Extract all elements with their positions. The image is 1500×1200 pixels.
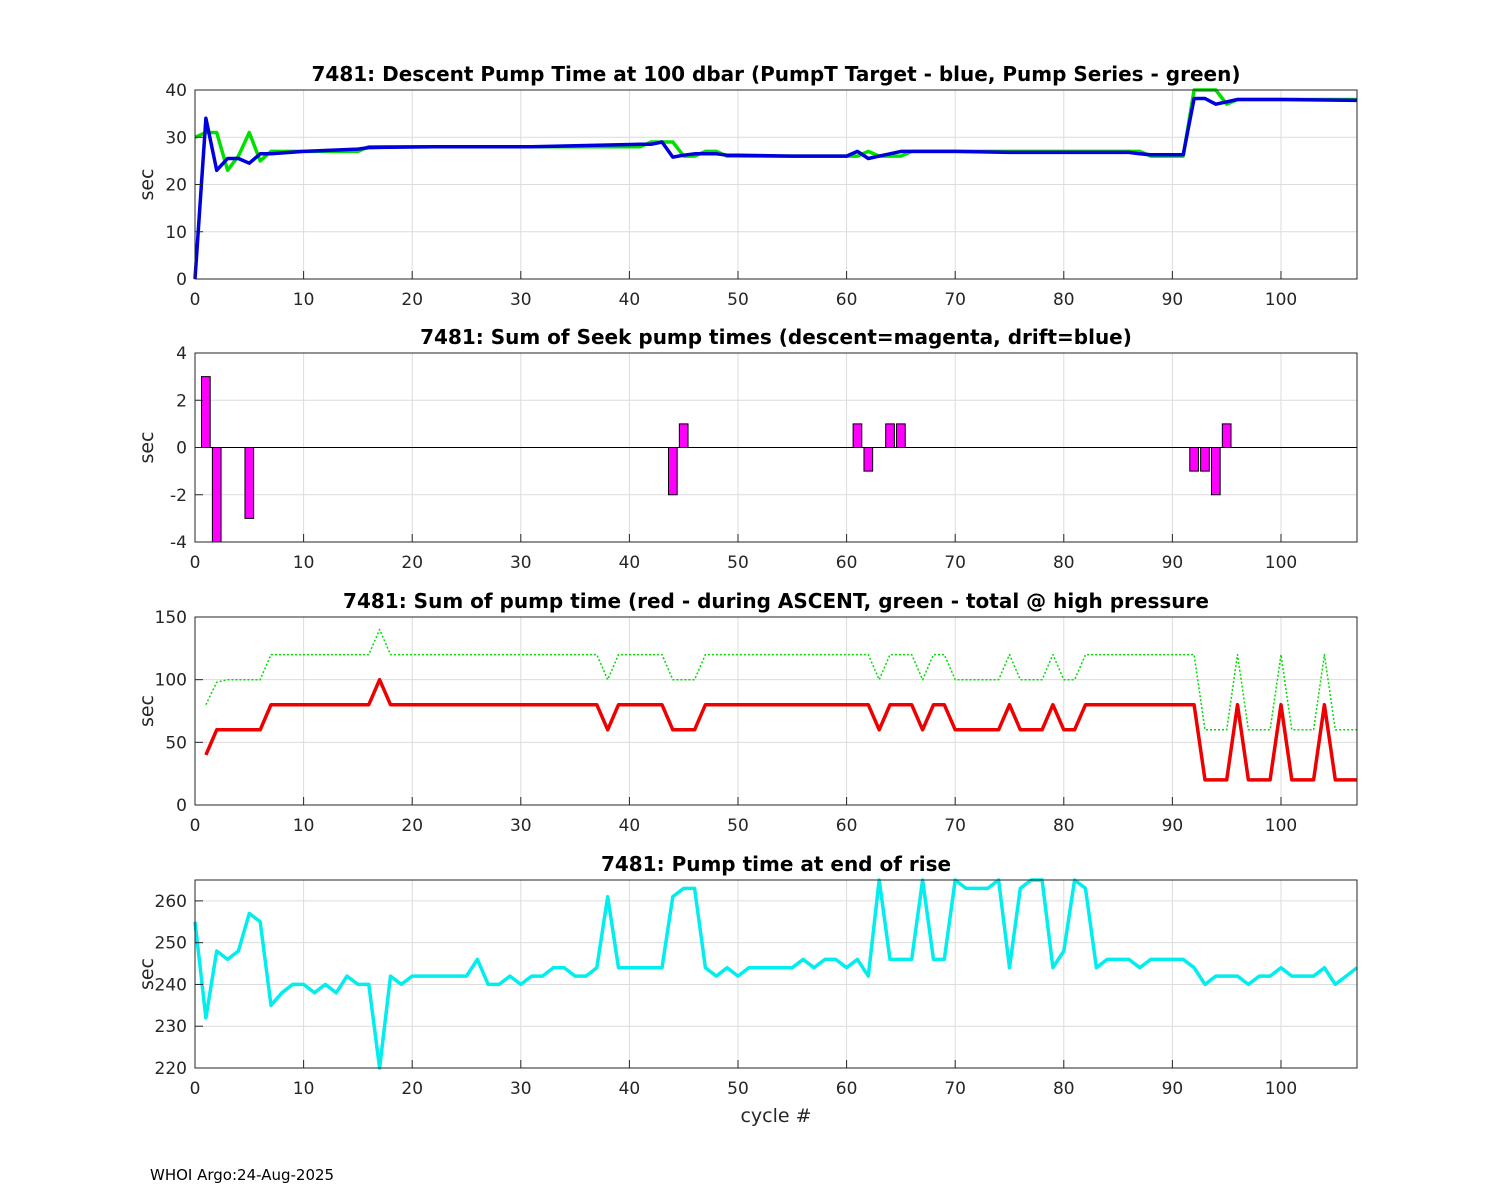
x-tick-label: 50	[727, 553, 749, 573]
bar	[852, 423, 863, 448]
x-tick-label: 90	[1162, 553, 1184, 573]
x-tick-label: 30	[510, 290, 532, 310]
x-tick-label: 80	[1053, 1079, 1075, 1099]
x-tick-label: 0	[190, 816, 201, 836]
bar	[678, 423, 689, 448]
x-tick-label: 90	[1162, 816, 1184, 836]
plot-area	[195, 617, 1357, 805]
y-tick-label: 0	[176, 796, 187, 816]
y-tick-label: 260	[155, 892, 187, 912]
plot-area	[195, 880, 1357, 1068]
chart-4: 0 10 20 30 40 50 60 70 80 90 100 220 230 240 250 260 748…	[136, 852, 1359, 1127]
x-tick-label: 70	[944, 290, 966, 310]
bar	[1189, 447, 1199, 472]
chart-title: 7481: Sum of pump time (red - during ASC…	[343, 589, 1209, 613]
y-tick-label: 10	[165, 223, 187, 243]
x-tick-label: 50	[727, 1079, 749, 1099]
x-tick-label: 0	[190, 553, 201, 573]
chart-title: 7481: Descent Pump Time at 100 dbar (Pum…	[312, 62, 1241, 86]
y-tick-label: 2	[176, 391, 187, 411]
x-tick-label: 10	[293, 1079, 315, 1099]
bar	[244, 447, 255, 519]
x-tick-label: 40	[619, 816, 641, 836]
x-tick-label: 90	[1162, 1079, 1184, 1099]
y-tick-label: 20	[165, 176, 187, 196]
y-tick-label: 50	[165, 733, 187, 753]
x-tick-label: 0	[190, 290, 201, 310]
x-tick-label: 10	[293, 816, 315, 836]
x-tick-label: 100	[1265, 553, 1297, 573]
y-tick-label: 30	[165, 128, 187, 148]
bar	[1221, 423, 1232, 448]
series-line-1	[193, 878, 1359, 1070]
x-tick-label: 80	[1053, 553, 1075, 573]
bar	[885, 423, 895, 448]
y-tick-label: 150	[155, 608, 187, 628]
chart-3: 0 10 20 30 40 50 60 70 80 90 100 0 50 100 150 7481: Sum…	[136, 589, 1358, 836]
x-tick-label: 50	[727, 290, 749, 310]
x-tick-label: 80	[1053, 290, 1075, 310]
x-tick-label: 10	[293, 553, 315, 573]
y-axis-label: sec	[136, 958, 158, 990]
x-tick-label: 40	[619, 1079, 641, 1099]
x-tick-label: 20	[401, 816, 423, 836]
axes-box	[194, 879, 1358, 1069]
y-tick-label: 40	[165, 81, 187, 101]
bar	[1210, 447, 1221, 496]
x-tick-label: 100	[1265, 1079, 1297, 1099]
y-axis-label: sec	[136, 431, 158, 463]
bar	[211, 447, 222, 543]
x-tick-label: 40	[619, 290, 641, 310]
series-line-2	[204, 677, 1357, 782]
series-line-2	[193, 96, 1358, 280]
y-axis-label: sec	[136, 695, 158, 727]
x-tick-label: 50	[727, 816, 749, 836]
x-tick-label: 30	[510, 1079, 532, 1099]
x-tick-label: 20	[401, 553, 423, 573]
x-tick-label: 0	[190, 1079, 201, 1099]
x-tick-label: 100	[1265, 290, 1297, 310]
bar	[1200, 447, 1210, 472]
x-tick-label: 20	[401, 290, 423, 310]
x-tick-label: 10	[293, 290, 315, 310]
y-tick-label: 4	[176, 344, 187, 364]
bar	[863, 447, 874, 472]
x-tick-label: 60	[836, 1079, 858, 1099]
x-tick-label: 60	[836, 553, 858, 573]
y-tick-label: -2	[170, 486, 187, 506]
y-tick-label: 100	[155, 671, 187, 691]
y-tick-label: -4	[170, 533, 187, 553]
chart-1: 0 10 20 30 40 50 60 70 80 90 100 0 10 20 30 40 7481: Des…	[136, 62, 1358, 310]
bar	[896, 423, 906, 448]
x-tick-label: 60	[836, 816, 858, 836]
y-tick-label: 0	[176, 270, 187, 290]
y-tick-label: 250	[155, 934, 187, 954]
x-tick-label: 30	[510, 816, 532, 836]
x-tick-label: 60	[836, 290, 858, 310]
y-tick-label: 240	[155, 975, 187, 995]
x-tick-label: 100	[1265, 816, 1297, 836]
x-tick-label: 70	[944, 1079, 966, 1099]
y-tick-label: 0	[176, 439, 187, 459]
bar	[667, 447, 678, 496]
axes-box	[194, 616, 1358, 806]
footer-label: WHOI Argo:24-Aug-2025	[150, 1166, 335, 1184]
x-tick-label: 30	[510, 553, 532, 573]
chart-title: 7481: Sum of Seek pump times (descent=ma…	[420, 325, 1132, 349]
chart-2: 0 10 20 30 40 50 60 70 80 90 100 -4 -2 0 2 4 7481: Sum o…	[136, 325, 1358, 573]
x-tick-label: 20	[401, 1079, 423, 1099]
y-tick-label: 230	[155, 1017, 187, 1037]
x-axis-label: cycle #	[740, 1105, 811, 1127]
series-line-1	[205, 628, 1357, 731]
y-axis-label: sec	[136, 168, 158, 200]
y-tick-label: 220	[155, 1059, 187, 1079]
x-tick-label: 70	[944, 553, 966, 573]
x-tick-label: 80	[1053, 816, 1075, 836]
x-tick-label: 90	[1162, 290, 1184, 310]
x-tick-label: 40	[619, 553, 641, 573]
x-tick-label: 70	[944, 816, 966, 836]
bar	[201, 376, 211, 448]
chart-title: 7481: Pump time at end of rise	[601, 852, 951, 876]
